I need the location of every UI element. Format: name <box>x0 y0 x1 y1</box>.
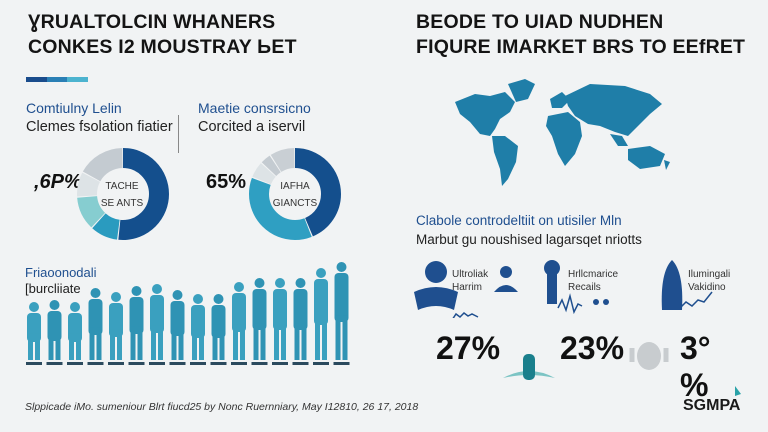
person-figure <box>190 294 206 365</box>
donut-segment <box>77 148 169 240</box>
donut-chart-2 <box>249 148 341 240</box>
donut-chart-1 <box>77 148 169 240</box>
person-figure <box>46 300 63 365</box>
person-figure <box>333 262 350 365</box>
stat-2-label-2: Recails <box>568 282 601 293</box>
panel1-percent: ,6P% <box>34 171 82 193</box>
donut-segment <box>249 148 341 240</box>
person-figure <box>26 302 42 365</box>
person-figure <box>67 302 83 365</box>
person-figure <box>231 282 247 365</box>
donut-segment <box>249 148 341 240</box>
stat-1-value: 27% <box>436 330 501 366</box>
stat-2-label-1: Hrllcmarice <box>568 269 618 280</box>
person-figure <box>313 268 329 365</box>
panel2-heading: Maetie consrsicno <box>198 100 311 116</box>
stat-1-label: Ultroliak Harrim <box>452 268 488 294</box>
right-title-line-1: BEODE TO UIAD NUDHEN <box>416 11 664 33</box>
stat-1-label-2: Harrim <box>452 282 482 293</box>
right-subheading: Marbut gu noushised lagarsqet nriotts <box>416 232 642 247</box>
stat-3: Ilumingali Vakidino 3°% <box>658 258 738 403</box>
right-heading: Clabole controdeltiit on utisiler Mln <box>416 213 622 228</box>
person-figure <box>169 290 186 365</box>
people-subheading: [burcliiate <box>25 281 81 296</box>
left-title-line-2: CONKES I2 MOUSTRAY ЬET <box>28 36 297 58</box>
right-title-line-2: FIQURE IMARKET BRS TO EEfRET <box>416 36 746 58</box>
stat-3-value: 3°% <box>680 330 711 403</box>
person-figure <box>210 294 227 365</box>
logo: SGMPA <box>683 397 741 414</box>
footer-text: Slppicade iMo. sumeniour Blrt fiucd25 by… <box>25 401 419 413</box>
person-figure <box>108 292 124 365</box>
stat-2-value: 23% <box>560 330 625 366</box>
panel1-heading: Comtiulny Lelin <box>26 100 122 116</box>
stat-3-label-1: Ilumingali <box>688 269 731 280</box>
person-figure <box>251 278 268 365</box>
people-illustration <box>26 262 350 365</box>
stat-1-label-1: Ultroliak <box>452 269 489 280</box>
logo-mark-icon <box>735 386 741 396</box>
donut2-label-1: IAFHA <box>280 181 310 192</box>
plane-icon <box>503 354 555 380</box>
donut1-label-2: SE ANTS <box>100 198 144 209</box>
stat-3-label: Ilumingali Vakidino <box>688 268 730 294</box>
left-title: ƔRUALTOLCIN WHANERS CONKES I2 MOUSTRAY Ь… <box>28 10 297 60</box>
right-title: BEODE TO UIAD NUDHEN FIQURE IMARKET BRS … <box>416 10 745 60</box>
stat-3-label-2: Vakidino <box>688 282 726 293</box>
tower-icon <box>544 260 609 315</box>
person-figure <box>128 286 145 365</box>
panel2-subheading: Corcited a iservil <box>198 119 306 135</box>
stat-2: Hrllcmarice Recails 23% <box>540 258 624 366</box>
donut2-label: IAFHA GIANCTS <box>265 180 325 210</box>
left-title-line-1: ƔRUALTOLCIN WHANERS <box>28 11 276 33</box>
person-icon <box>414 261 518 321</box>
accent-bar <box>26 77 89 82</box>
stat-1: Ultroliak Harrim 27% <box>412 258 522 366</box>
donut-segment <box>77 148 169 240</box>
person-figure <box>292 278 309 365</box>
donut1-label-1: TACHE <box>105 181 139 192</box>
panel2-percent: 65% <box>206 171 247 193</box>
rocket-icon <box>661 260 713 310</box>
person-figure <box>87 288 104 365</box>
person-figure <box>149 284 165 365</box>
donut1-label: TACHE SE ANTS <box>92 180 152 210</box>
people-heading: Friaoonodali <box>25 265 97 280</box>
stat-2-label: Hrllcmarice Recails <box>568 268 618 294</box>
divider <box>178 115 179 153</box>
robot-icon <box>629 342 669 370</box>
panel1-subheading: Clemes fsolation fiatier <box>26 119 173 135</box>
donut2-label-2: GIANCTS <box>272 198 318 209</box>
world-map-icon <box>455 79 670 186</box>
person-figure <box>272 278 288 365</box>
